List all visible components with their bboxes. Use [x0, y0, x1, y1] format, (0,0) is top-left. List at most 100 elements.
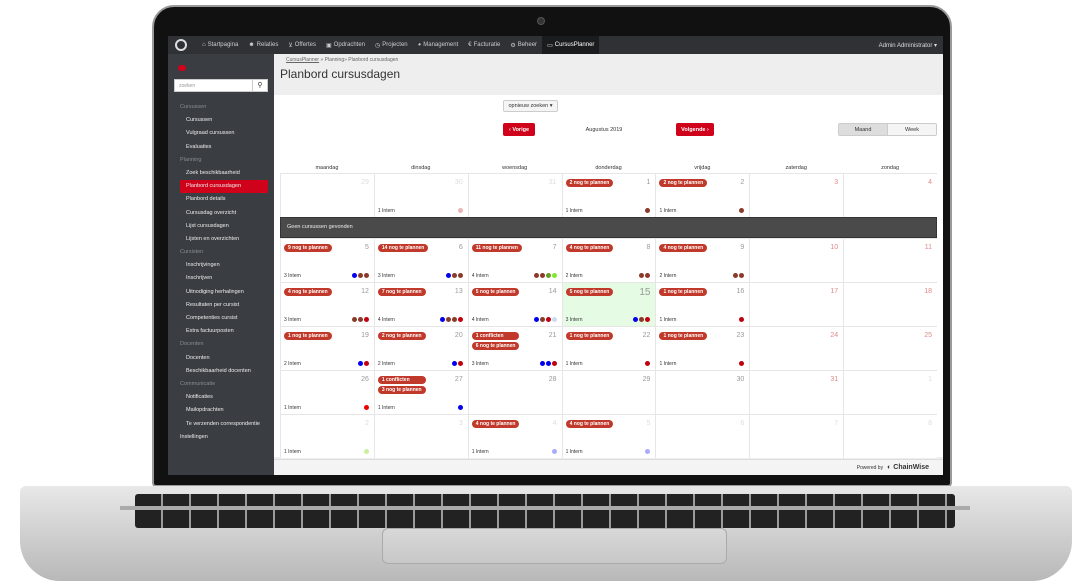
breadcrumb-link[interactable]: CursusPlanner	[286, 57, 320, 63]
calendar-day[interactable]: 2 1 Intern	[280, 415, 374, 458]
calendar-day[interactable]: 24	[749, 327, 844, 370]
to-plan-badge[interactable]: 1 nog te plannen	[659, 288, 708, 296]
calendar-day[interactable]: 16 1 nog te plannen 1 Intern	[655, 283, 750, 326]
nav-cursusplanner[interactable]: ▭ CursusPlanner	[542, 36, 600, 54]
sidebar-item-inschrijven[interactable]: Inschrijven	[186, 275, 213, 282]
calendar-day[interactable]: 30	[655, 371, 750, 414]
sidebar-item-cursussen[interactable]: Cursussen	[186, 117, 213, 124]
sidebar-item-competenties-cursist[interactable]: Competenties cursist	[186, 315, 238, 321]
to-plan-badge[interactable]: 7 nog te plannen	[377, 288, 426, 296]
calendar-day[interactable]: 4	[843, 174, 938, 217]
to-plan-badge[interactable]: 11 nog te plannen	[471, 244, 522, 252]
calendar-day[interactable]: 6 14 nog te plannen 3 Intern	[373, 239, 468, 282]
course-dot-brown[interactable]	[457, 273, 463, 278]
course-dot-blue[interactable]	[545, 361, 551, 366]
calendar-day[interactable]: 5 4 nog te plannen 1 Intern	[561, 415, 656, 458]
calendar-day[interactable]: 1	[843, 371, 938, 414]
sidebar-item-inschrijvingen[interactable]: Inschrijvingen	[186, 262, 220, 269]
calendar-day[interactable]: 15 5 nog te plannen 3 Intern	[561, 283, 656, 326]
course-dot-blue[interactable]	[539, 361, 545, 366]
calendar-day[interactable]: 21 1 conflicten 6 nog te plannen 3 Intern	[467, 327, 562, 370]
course-dot-brown[interactable]	[357, 317, 363, 322]
course-dot-brown[interactable]	[639, 317, 645, 322]
sidebar-item-planbord-details[interactable]: Planbord details	[186, 196, 226, 203]
to-plan-badge[interactable]: 4 nog te plannen	[471, 420, 520, 428]
sidebar-item-notificaties[interactable]: Notificaties	[186, 394, 213, 401]
course-dot-blue[interactable]	[457, 405, 463, 410]
course-dot-red[interactable]	[457, 361, 463, 366]
sidebar-item-docenten[interactable]: Docenten	[186, 354, 210, 361]
nav-facturatie[interactable]: € Facturatie	[463, 36, 505, 54]
sidebar-item-lijst-cursusdagen[interactable]: Lijst cursusdagen	[186, 222, 229, 229]
calendar-day[interactable]: 29	[561, 371, 656, 414]
sidebar-item-instellingen[interactable]: Instellingen	[180, 433, 208, 440]
course-dot-pink[interactable]	[457, 208, 463, 213]
to-plan-badge[interactable]: 4 nog te plannen	[284, 288, 332, 296]
calendar-day[interactable]: 12 4 nog te plannen 3 Intern	[280, 283, 374, 326]
calendar-day[interactable]: 4 4 nog te plannen 1 Intern	[467, 415, 562, 458]
course-dot-brightred[interactable]	[363, 405, 369, 410]
to-plan-badge[interactable]: 2 nog te plannen	[377, 332, 426, 340]
to-plan-badge[interactable]: 5 nog te plannen	[471, 288, 520, 296]
course-dot-red[interactable]	[551, 361, 557, 366]
course-dot-brown[interactable]	[539, 317, 545, 322]
calendar-day[interactable]: 25	[843, 327, 938, 370]
calendar-day[interactable]: 10	[749, 239, 844, 282]
nav-projecten[interactable]: ◷ Projecten	[370, 36, 413, 54]
to-plan-badge[interactable]: 14 nog te plannen	[377, 244, 429, 252]
course-dot-red[interactable]	[457, 317, 463, 322]
calendar-day[interactable]: 22 1 nog te plannen 1 Intern	[561, 327, 656, 370]
to-plan-badge[interactable]: 1 nog te plannen	[284, 332, 332, 340]
calendar-day[interactable]: 9 4 nog te plannen 2 Intern	[655, 239, 750, 282]
conflicts-badge[interactable]: 1 conflicten	[471, 332, 520, 340]
nav-management[interactable]: ◕ Management	[413, 36, 464, 54]
calendar-day[interactable]: 27 1 conflicten 3 nog te plannen 1 Intern	[373, 371, 468, 414]
course-dot-brown[interactable]	[539, 273, 545, 278]
course-dot-brown[interactable]	[645, 208, 651, 213]
to-plan-badge[interactable]: 6 nog te plannen	[471, 342, 520, 350]
course-dot-blue[interactable]	[451, 361, 457, 366]
calendar-day[interactable]: 13 7 nog te plannen 4 Intern	[373, 283, 468, 326]
course-dot-lavender[interactable]	[551, 449, 557, 454]
calendar-day[interactable]: 6	[655, 415, 750, 458]
course-dot-blue[interactable]	[439, 317, 445, 322]
calendar-day[interactable]: 30 1 Intern	[373, 174, 468, 217]
course-dot-brown[interactable]	[451, 273, 457, 278]
calendar-day[interactable]: 17	[749, 283, 844, 326]
nav-offertes[interactable]: ⊻ Offertes	[283, 36, 321, 54]
course-dot-brown[interactable]	[533, 273, 539, 278]
to-plan-badge[interactable]: 4 nog te plannen	[565, 420, 614, 428]
calendar-day[interactable]: 18	[843, 283, 938, 326]
calendar-day[interactable]: 19 1 nog te plannen 2 Intern	[280, 327, 374, 370]
calendar-day[interactable]: 28	[467, 371, 562, 414]
calendar-day[interactable]: 29	[280, 174, 374, 217]
course-dot-red[interactable]	[739, 361, 745, 366]
calendar-day[interactable]: 31	[749, 371, 844, 414]
course-dot-red[interactable]	[645, 317, 651, 322]
course-dot-blue[interactable]	[357, 361, 363, 366]
nav-startpagina[interactable]: ⌂ Startpagina	[197, 36, 243, 54]
sidebar-item-extra-factuurposten[interactable]: Extra factuurposten	[186, 328, 234, 335]
calendar-day[interactable]: 7 11 nog te plannen 4 Intern	[467, 239, 562, 282]
course-dot-brown[interactable]	[451, 317, 457, 322]
user-menu[interactable]: Admin Administrator ▾	[878, 42, 937, 49]
sidebar-item-zoek-beschikbaarheid[interactable]: Zoek beschikbaarheid	[186, 169, 240, 176]
calendar-day[interactable]: 7	[749, 415, 844, 458]
to-plan-badge[interactable]: 5 nog te plannen	[565, 288, 614, 296]
calendar-day[interactable]: 8 4 nog te plannen 2 Intern	[561, 239, 656, 282]
course-dot-brown[interactable]	[639, 273, 645, 278]
prev-month-button[interactable]: ‹ Vorige	[503, 123, 535, 136]
course-dot-red[interactable]	[739, 317, 745, 322]
course-dot-brown[interactable]	[733, 273, 739, 278]
sidebar-item-planbord-cursusdagen[interactable]: Planbord cursusdagen	[180, 180, 268, 194]
sidebar-item-evaluaties[interactable]: Evaluaties	[186, 143, 212, 150]
course-dot-lavender[interactable]	[645, 449, 651, 454]
course-dot-brown[interactable]	[357, 273, 363, 278]
course-dot-red[interactable]	[363, 317, 369, 322]
to-plan-badge[interactable]: 2 nog te plannen	[565, 179, 614, 187]
course-dot-brown[interactable]	[739, 273, 745, 278]
calendar-day[interactable]: 3	[373, 415, 468, 458]
to-plan-badge[interactable]: 1 nog te plannen	[659, 332, 708, 340]
search-input[interactable]: zoeken ⚲	[174, 79, 268, 92]
to-plan-badge[interactable]: 1 nog te plannen	[565, 332, 614, 340]
